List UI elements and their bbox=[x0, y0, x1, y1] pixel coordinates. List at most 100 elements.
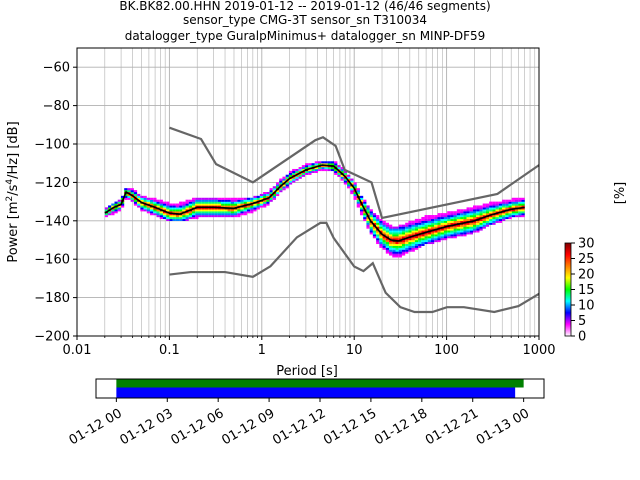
density-cell bbox=[166, 213, 170, 216]
density-cell bbox=[376, 232, 380, 235]
density-cell bbox=[385, 240, 390, 243]
density-cell bbox=[243, 203, 247, 206]
density-cell bbox=[382, 232, 386, 235]
density-cell bbox=[195, 201, 199, 204]
density-cell bbox=[405, 243, 409, 246]
density-cell bbox=[424, 224, 428, 227]
density-cell bbox=[492, 215, 496, 218]
density-cell bbox=[482, 222, 486, 225]
density-cell bbox=[350, 180, 354, 183]
density-cell bbox=[521, 205, 525, 208]
density-cell bbox=[376, 220, 380, 223]
density-cell bbox=[185, 216, 189, 220]
density-cell bbox=[217, 205, 222, 208]
density-cell bbox=[234, 213, 238, 216]
density-cell bbox=[479, 226, 483, 229]
density-cell bbox=[104, 213, 109, 216]
density-cell bbox=[366, 209, 370, 212]
density-cell bbox=[376, 218, 380, 221]
density-cell bbox=[159, 211, 163, 214]
density-cell bbox=[104, 215, 109, 218]
density-cell bbox=[298, 174, 302, 177]
density-cell bbox=[172, 207, 176, 210]
density-cell bbox=[340, 167, 344, 170]
density-cell bbox=[424, 230, 428, 233]
title-line-2: sensor_type CMG-3T sensor_sn T310034 bbox=[183, 13, 427, 27]
density-cell bbox=[308, 168, 312, 172]
density-cell bbox=[489, 220, 493, 223]
density-cell bbox=[340, 170, 344, 173]
density-cell bbox=[224, 197, 228, 200]
density-cell bbox=[104, 207, 109, 210]
density-cell bbox=[392, 251, 396, 254]
density-cell bbox=[450, 218, 454, 221]
density-cell bbox=[153, 201, 157, 204]
density-cell bbox=[182, 203, 186, 206]
density-cell bbox=[385, 224, 390, 227]
density-cell bbox=[188, 213, 193, 216]
density-cell bbox=[440, 238, 444, 241]
density-cell bbox=[162, 207, 167, 210]
density-cell bbox=[401, 249, 406, 252]
density-cell bbox=[298, 170, 302, 173]
density-cell bbox=[140, 209, 144, 212]
density-cell bbox=[120, 205, 125, 208]
density-cell bbox=[137, 205, 141, 208]
density-cell bbox=[140, 207, 144, 210]
density-cell bbox=[450, 215, 454, 218]
density-cell bbox=[192, 199, 196, 202]
density-cell bbox=[492, 201, 496, 204]
x-axis-label: Period [s] bbox=[276, 364, 338, 379]
density-cell bbox=[334, 172, 338, 175]
density-cell bbox=[514, 199, 519, 202]
density-cell bbox=[505, 199, 509, 202]
density-cell bbox=[246, 211, 251, 214]
density-cell bbox=[172, 203, 176, 206]
density-cell bbox=[317, 163, 322, 166]
density-cell bbox=[408, 220, 412, 223]
density-cell bbox=[234, 199, 238, 202]
density-cell bbox=[308, 165, 312, 168]
timeline-tick-label: 01-12 06 bbox=[168, 406, 226, 448]
density-cell bbox=[311, 170, 315, 173]
density-cell bbox=[392, 247, 396, 250]
density-cell bbox=[250, 211, 254, 214]
density-cell bbox=[485, 207, 490, 210]
density-cell bbox=[427, 241, 432, 245]
density-cell bbox=[243, 213, 247, 216]
density-cell bbox=[447, 220, 451, 223]
density-cell bbox=[482, 203, 486, 206]
density-cell bbox=[460, 216, 464, 220]
density-cell bbox=[389, 243, 393, 246]
density-cell bbox=[479, 211, 483, 214]
density-cell bbox=[398, 228, 402, 231]
density-cell bbox=[172, 209, 176, 212]
density-cell bbox=[175, 203, 180, 206]
density-cell bbox=[275, 192, 280, 195]
density-cell bbox=[473, 222, 477, 225]
density-cell bbox=[179, 215, 183, 218]
density-cell bbox=[369, 216, 373, 220]
density-cell bbox=[217, 209, 222, 212]
density-cell bbox=[401, 228, 406, 231]
density-cell bbox=[243, 211, 247, 214]
density-cell bbox=[140, 203, 144, 206]
density-cell bbox=[201, 209, 205, 212]
density-cell bbox=[111, 203, 115, 206]
density-cell bbox=[437, 224, 441, 227]
density-cell bbox=[434, 216, 438, 220]
density-cell bbox=[466, 230, 470, 233]
density-cell bbox=[146, 209, 151, 212]
density-cell bbox=[175, 216, 180, 220]
density-cell bbox=[421, 234, 425, 237]
density-cell bbox=[495, 218, 499, 221]
colorbar-tick-label: 0 bbox=[578, 330, 586, 345]
density-cell bbox=[476, 224, 480, 227]
density-cell bbox=[185, 201, 189, 204]
density-cell bbox=[389, 230, 393, 233]
density-cell bbox=[321, 167, 325, 170]
density-cell bbox=[518, 199, 522, 202]
density-cell bbox=[482, 213, 486, 216]
density-cell bbox=[405, 240, 409, 243]
density-cell bbox=[253, 209, 257, 212]
